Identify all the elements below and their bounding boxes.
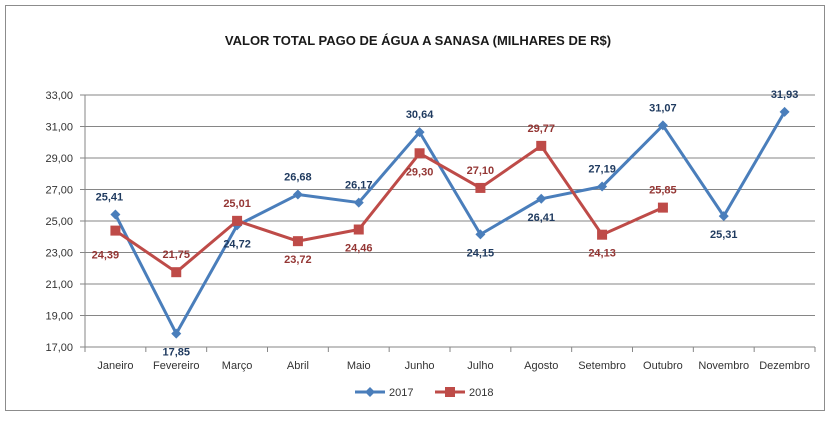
data-point-2017	[475, 229, 486, 240]
data-point-2018	[475, 182, 486, 193]
x-tick-label: Setembro	[578, 360, 626, 372]
series-line-2017	[114, 111, 786, 336]
y-tick-label: 21,00	[45, 279, 73, 291]
x-tick-label: Novembro	[698, 360, 749, 372]
data-point-2017	[353, 197, 364, 208]
data-point-2018	[171, 267, 182, 278]
data-label-2017: 26,41	[527, 212, 555, 224]
x-tick-label: Abril	[287, 360, 309, 372]
x-tick-label: Junho	[405, 360, 435, 372]
data-point-2018	[536, 140, 547, 151]
chart-frame	[5, 5, 825, 411]
data-label-2018: 21,75	[162, 249, 190, 261]
legend-label-2018: 2018	[469, 387, 493, 399]
data-label-2018: 29,30	[406, 166, 434, 178]
y-tick-label: 19,00	[45, 311, 73, 323]
data-point-2018	[292, 236, 303, 247]
data-label-2017: 24,72	[223, 238, 251, 250]
data-label-2017: 24,15	[467, 247, 495, 259]
data-label-2018: 27,10	[467, 165, 495, 177]
data-label-2017: 25,31	[710, 229, 738, 241]
y-tick-label: 23,00	[45, 248, 73, 260]
data-point-2017	[536, 193, 547, 204]
data-label-2018: 25,01	[223, 198, 251, 210]
x-tick-label: Maio	[347, 360, 371, 372]
data-point-2017	[171, 328, 182, 339]
data-point-2018	[353, 224, 364, 235]
data-point-2017	[110, 209, 121, 220]
data-point-2018	[657, 202, 668, 213]
y-tick-label: 29,00	[45, 153, 73, 165]
data-point-2018	[414, 148, 425, 159]
x-tick-label: Fevereiro	[153, 360, 199, 372]
y-tick-label: 27,00	[45, 185, 73, 197]
data-label-2018: 29,77	[527, 123, 555, 135]
data-point-2017	[292, 189, 303, 200]
data-point-2017	[597, 181, 608, 192]
data-label-2018: 24,13	[588, 248, 616, 260]
data-label-2017: 31,93	[771, 89, 799, 101]
data-label-2017: 25,41	[96, 192, 124, 204]
y-tick-label: 17,00	[45, 342, 73, 354]
data-label-2017: 31,07	[649, 102, 677, 114]
data-label-2017: 30,64	[406, 109, 434, 121]
data-point-2017	[414, 127, 425, 138]
data-label-2017: 26,68	[284, 172, 312, 184]
legend-marker-2018	[445, 387, 455, 397]
data-label-2017: 26,17	[345, 180, 373, 192]
x-tick-label: Agosto	[524, 360, 558, 372]
data-point-2017	[657, 120, 668, 131]
chart-title: VALOR TOTAL PAGO DE ÁGUA A SANASA (MILHA…	[224, 33, 612, 48]
data-point-2018	[597, 229, 608, 240]
data-label-2017: 17,85	[162, 347, 190, 359]
data-point-2017	[779, 106, 790, 117]
data-label-2018: 23,72	[284, 254, 312, 266]
data-point-2017	[718, 211, 729, 222]
data-label-2017: 27,19	[588, 164, 616, 176]
x-tick-label: Março	[222, 360, 253, 372]
data-label-2018: 25,85	[649, 185, 677, 197]
x-tick-label: Outubro	[643, 360, 683, 372]
x-tick-label: Julho	[467, 360, 493, 372]
data-label-2018: 24,46	[345, 243, 373, 255]
data-point-2018	[232, 215, 243, 226]
series-line-2018	[114, 144, 664, 274]
x-tick-label: Dezembro	[759, 360, 810, 372]
y-tick-label: 25,00	[45, 216, 73, 228]
x-tick-label: Janeiro	[97, 360, 133, 372]
y-tick-label: 33,00	[45, 90, 73, 102]
legend-label-2017: 2017	[389, 387, 413, 399]
y-tick-label: 31,00	[45, 122, 73, 134]
data-label-2018: 24,39	[92, 250, 120, 262]
data-point-2018	[110, 225, 121, 236]
legend-marker-2017	[365, 387, 375, 397]
